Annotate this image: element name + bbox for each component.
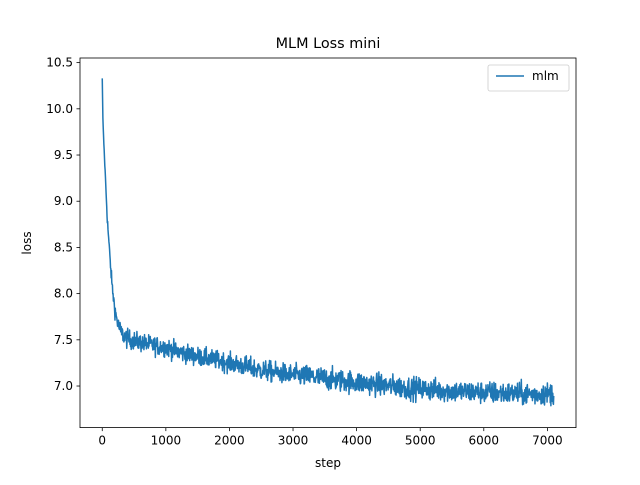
- series-line-mlm: [101, 78, 555, 407]
- x-tick-label-3: 3000: [278, 434, 309, 448]
- legend: mlm: [487, 64, 570, 92]
- x-tick-label-6: 6000: [469, 434, 500, 448]
- x-tick-label-5: 5000: [405, 434, 436, 448]
- x-tick-label-2: 2000: [214, 434, 245, 448]
- x-tick-label-0: 0: [98, 434, 106, 448]
- legend-box: [487, 64, 570, 92]
- y-tick-label-4: 9.0: [54, 194, 73, 208]
- y-tick-label-3: 8.5: [54, 240, 73, 254]
- y-tick-label-1: 7.5: [54, 333, 73, 347]
- plot-frame: [79, 57, 577, 429]
- x-axis: 0 1000 2000 3000 4000 5000 6000 7000: [98, 427, 563, 448]
- x-tick-label-1: 1000: [151, 434, 182, 448]
- y-tick-label-0: 7.0: [54, 379, 73, 393]
- chart-title: MLM Loss mini: [276, 36, 381, 52]
- y-axis: 7.0 7.5 8.0 8.5 9.0 9.5 10.0 10.5: [46, 56, 80, 393]
- legend-label-mlm: mlm: [532, 69, 559, 83]
- x-tick-label-4: 4000: [341, 434, 372, 448]
- y-axis-label: loss: [20, 231, 34, 254]
- y-tick-label-5: 9.5: [54, 148, 73, 162]
- y-tick-label-6: 10.0: [46, 102, 73, 116]
- y-tick-label-7: 10.5: [46, 56, 73, 70]
- x-axis-label: step: [315, 456, 341, 470]
- x-tick-label-7: 7000: [532, 434, 563, 448]
- y-tick-label-2: 8.0: [54, 287, 73, 301]
- series-layer: [101, 78, 555, 407]
